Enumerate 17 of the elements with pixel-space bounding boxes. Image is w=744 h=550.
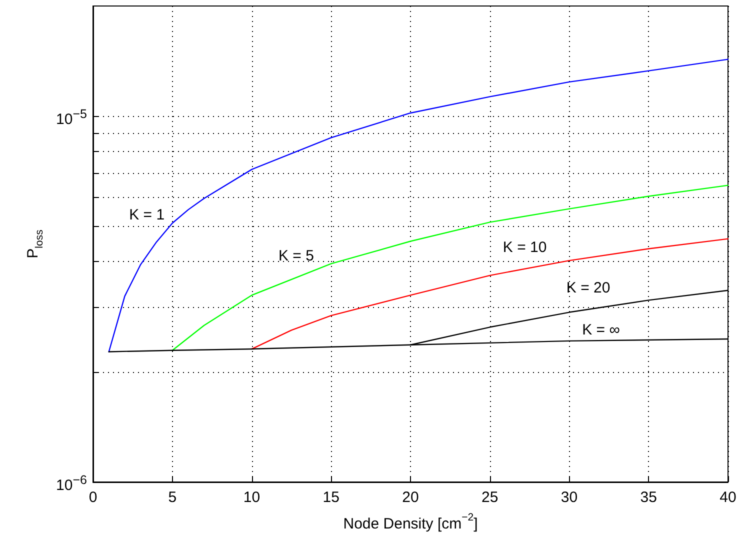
- series-label: K = 1: [129, 206, 165, 224]
- x-tick-label: 35: [640, 489, 657, 506]
- x-tick-label: 20: [402, 489, 419, 506]
- x-tick-label: 0: [88, 489, 98, 506]
- series-label: K = 20: [566, 279, 610, 296]
- x-tick-label: 40: [720, 489, 736, 506]
- series-label: K = ∞: [582, 322, 620, 339]
- y-tick-label: 10$^{−5}$: [56, 106, 87, 130]
- x-tick-label: 5: [168, 489, 177, 506]
- x-tick-label: 10: [243, 489, 260, 506]
- series-label: K = 10: [502, 238, 547, 256]
- x-tick-label: 30: [560, 489, 578, 506]
- x-tick-label: 15: [322, 489, 340, 506]
- y-tick-label: 10$^{−6}$: [56, 472, 87, 495]
- series-label: K = 5: [278, 248, 314, 265]
- x-tick-label: 25: [482, 489, 498, 506]
- y-axis-title: Ploss: [24, 230, 46, 258]
